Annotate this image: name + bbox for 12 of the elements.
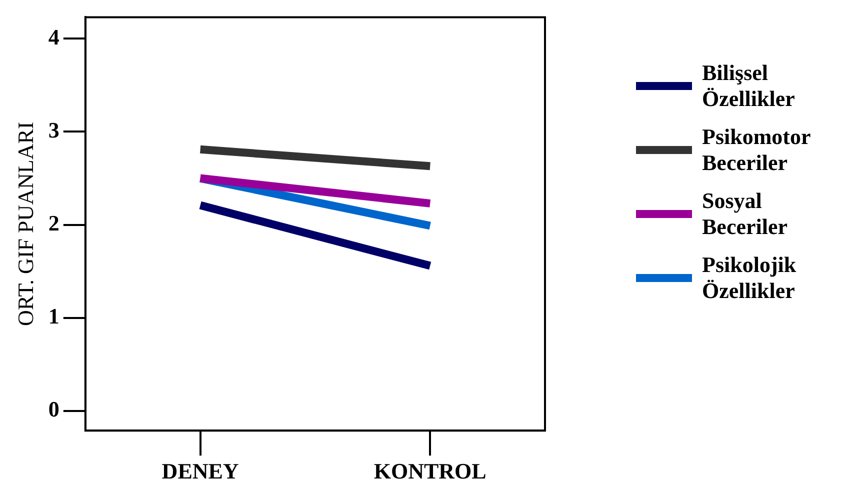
- y-tick-label: 2: [48, 210, 60, 236]
- legend-label: Psikolojik Özellikler: [702, 252, 798, 304]
- x-tick-label: KONTROL: [374, 458, 486, 484]
- y-tick-label: 3: [48, 117, 60, 142]
- y-tick-label: 1: [48, 304, 60, 329]
- legend-label: Sosyal Beceriler: [702, 188, 788, 240]
- legend-label: Bilişsel Özellikler: [702, 60, 796, 112]
- y-tick-label: 4: [48, 24, 60, 50]
- y-tick-label: 0: [48, 396, 60, 422]
- x-tick-label: DENEY: [162, 458, 239, 484]
- y-axis-title: ORT. GIF PUANLARI: [12, 122, 38, 326]
- legend-label: Psikomotor Beceriler: [702, 124, 812, 176]
